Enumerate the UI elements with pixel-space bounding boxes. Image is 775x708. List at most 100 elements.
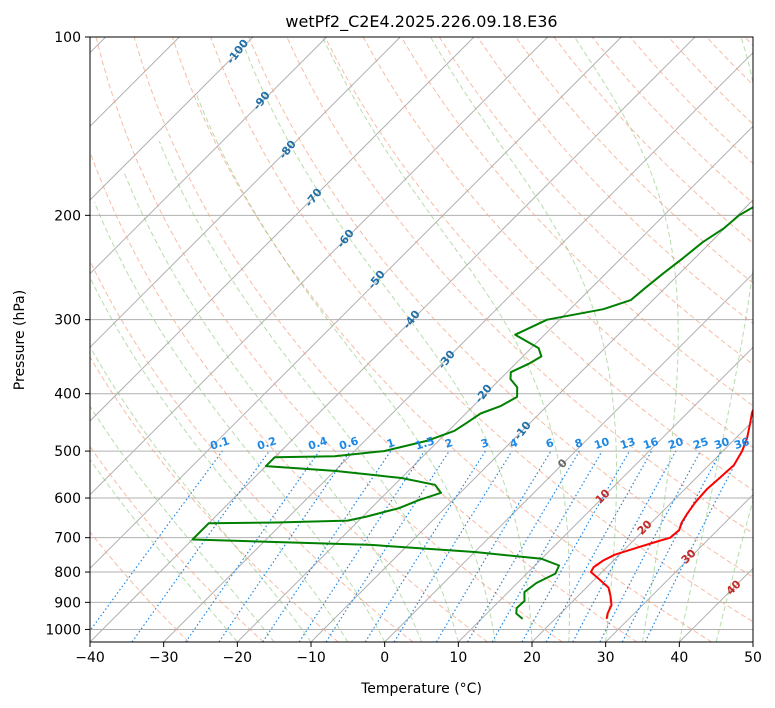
isotherm-line	[531, 420, 753, 642]
mixing-ratio-label: 25	[692, 435, 711, 452]
moist-adiabat-line	[158, 141, 459, 642]
x-tick-label: 40	[670, 650, 688, 666]
x-tick-label: 50	[744, 650, 762, 666]
profile-series	[191, 206, 753, 620]
isotherm-line	[90, 37, 254, 201]
y-tick-label: 900	[54, 595, 81, 611]
mixing-ratio-label: 36	[733, 435, 752, 452]
isotherm-lines	[90, 37, 753, 642]
chart-title: wetPf2_C2E4.2025.226.09.18.E36	[285, 12, 557, 32]
isotherm-line	[605, 493, 753, 642]
mixing-ratio-label: 10	[593, 435, 612, 452]
dry-adiabat-line	[90, 150, 488, 642]
dry-adiabat-line	[400, 37, 753, 407]
moist-adiabat-line	[195, 94, 496, 642]
dry-adiabat-line	[90, 259, 414, 642]
isobar-gridlines	[90, 37, 753, 630]
mixing-ratio-label: 0.1	[209, 434, 232, 452]
dry-adiabat-line	[210, 37, 753, 623]
x-tick-label: −20	[223, 650, 253, 666]
y-axis-label: Pressure (hPa)	[12, 290, 28, 390]
mixing-ratio-label: 3	[479, 436, 490, 451]
mixing-ratio-line	[262, 450, 392, 642]
moist-adiabat-line	[124, 173, 422, 642]
dry-adiabat-line	[324, 37, 753, 491]
y-tick-label: 200	[54, 208, 81, 224]
temperature-line	[589, 407, 753, 620]
x-tick-label: 10	[449, 650, 467, 666]
mixing-ratio-label: 13	[619, 435, 638, 452]
mixing-ratio-label: 20	[667, 435, 686, 452]
mixing-ratio-label: 0.6	[338, 434, 361, 452]
isotherm-line	[236, 125, 753, 642]
mixing-ratio-label: 4	[508, 436, 520, 451]
x-tick-label: −40	[75, 650, 105, 666]
mixing-ratio-line	[298, 450, 425, 642]
mixing-ratio-line	[185, 450, 320, 642]
isotherm-line	[90, 37, 549, 496]
y-tick-label: 1000	[45, 622, 81, 638]
mixing-ratio-label: 1.5	[414, 434, 437, 452]
mixing-ratio-line	[393, 450, 513, 642]
moist-adiabat-line	[322, 37, 571, 642]
mixing-ratio-label: 0.2	[256, 434, 279, 452]
mixing-ratio-line	[545, 450, 653, 642]
moist-adiabat-line	[93, 201, 386, 642]
x-tick-label: 30	[597, 650, 615, 666]
dry-adiabat-line	[248, 37, 753, 578]
dry-adiabat-line	[171, 37, 712, 642]
mixing-ratio-label: 30	[713, 435, 732, 452]
mixing-ratio-label: 16	[642, 435, 661, 452]
plot-frame	[89, 36, 754, 643]
moist-adiabat-line	[574, 37, 679, 642]
isotherm-line	[90, 37, 401, 349]
dewpoint-line	[191, 206, 753, 620]
mixing-ratio-label: 8	[573, 436, 584, 451]
mixing-ratio-line	[218, 450, 351, 642]
mixing-ratio-label: 2	[443, 436, 454, 451]
y-axis-ticks: 100 200 300 400 500 600 700 800 900 1000	[45, 30, 90, 638]
mixing-ratio-line	[572, 450, 677, 642]
mixing-ratio-line	[325, 450, 450, 642]
moist-adiabat-line	[244, 49, 533, 642]
isotherm-line	[90, 37, 622, 570]
x-tick-label: −30	[149, 650, 179, 666]
x-axis-ticks: −40 −30 −20 −10 0 10 20 30 40 50	[75, 642, 762, 666]
x-tick-label: −10	[296, 650, 326, 666]
mixing-ratio-line	[521, 450, 631, 642]
isotherm-line	[90, 37, 328, 275]
x-axis-label: Temperature (°C)	[360, 681, 482, 697]
isotherm-line	[384, 272, 753, 642]
dry-adiabat-line	[90, 531, 190, 642]
moist-adiabat-line	[90, 345, 312, 642]
y-tick-label: 800	[54, 565, 81, 581]
y-tick-label: 500	[54, 444, 81, 460]
dry-adiabat-line	[438, 37, 753, 366]
moist-adiabat-line	[678, 37, 753, 642]
x-tick-label: 0	[380, 650, 389, 666]
y-tick-label: 600	[54, 491, 81, 507]
plot-area: -100-90-80-70-60-50-40-30-20-10010203040…	[90, 37, 753, 642]
dry-adiabat-line	[90, 356, 339, 642]
moist-adiabat-line	[715, 498, 753, 642]
mixing-ratio-label: 0.4	[307, 434, 330, 452]
dry-adiabat-line	[95, 37, 563, 642]
dry-adiabat-line	[515, 37, 753, 284]
mixing-ratio-line	[90, 450, 223, 632]
y-tick-label: 100	[54, 30, 81, 46]
y-tick-label: 700	[54, 531, 81, 547]
moist-adiabat-line	[430, 37, 617, 642]
dry-adiabats	[90, 37, 753, 642]
dry-adiabat-line	[90, 445, 264, 642]
x-tick-label: 20	[523, 650, 541, 666]
dry-adiabat-line	[133, 37, 638, 642]
mixing-ratio-lines	[90, 450, 743, 642]
isotherm-line	[90, 37, 475, 422]
mixing-ratio-line	[644, 450, 743, 642]
mixing-ratio-label: 1	[385, 436, 396, 451]
y-tick-label: 400	[54, 387, 81, 403]
isotherm-line	[457, 346, 753, 642]
